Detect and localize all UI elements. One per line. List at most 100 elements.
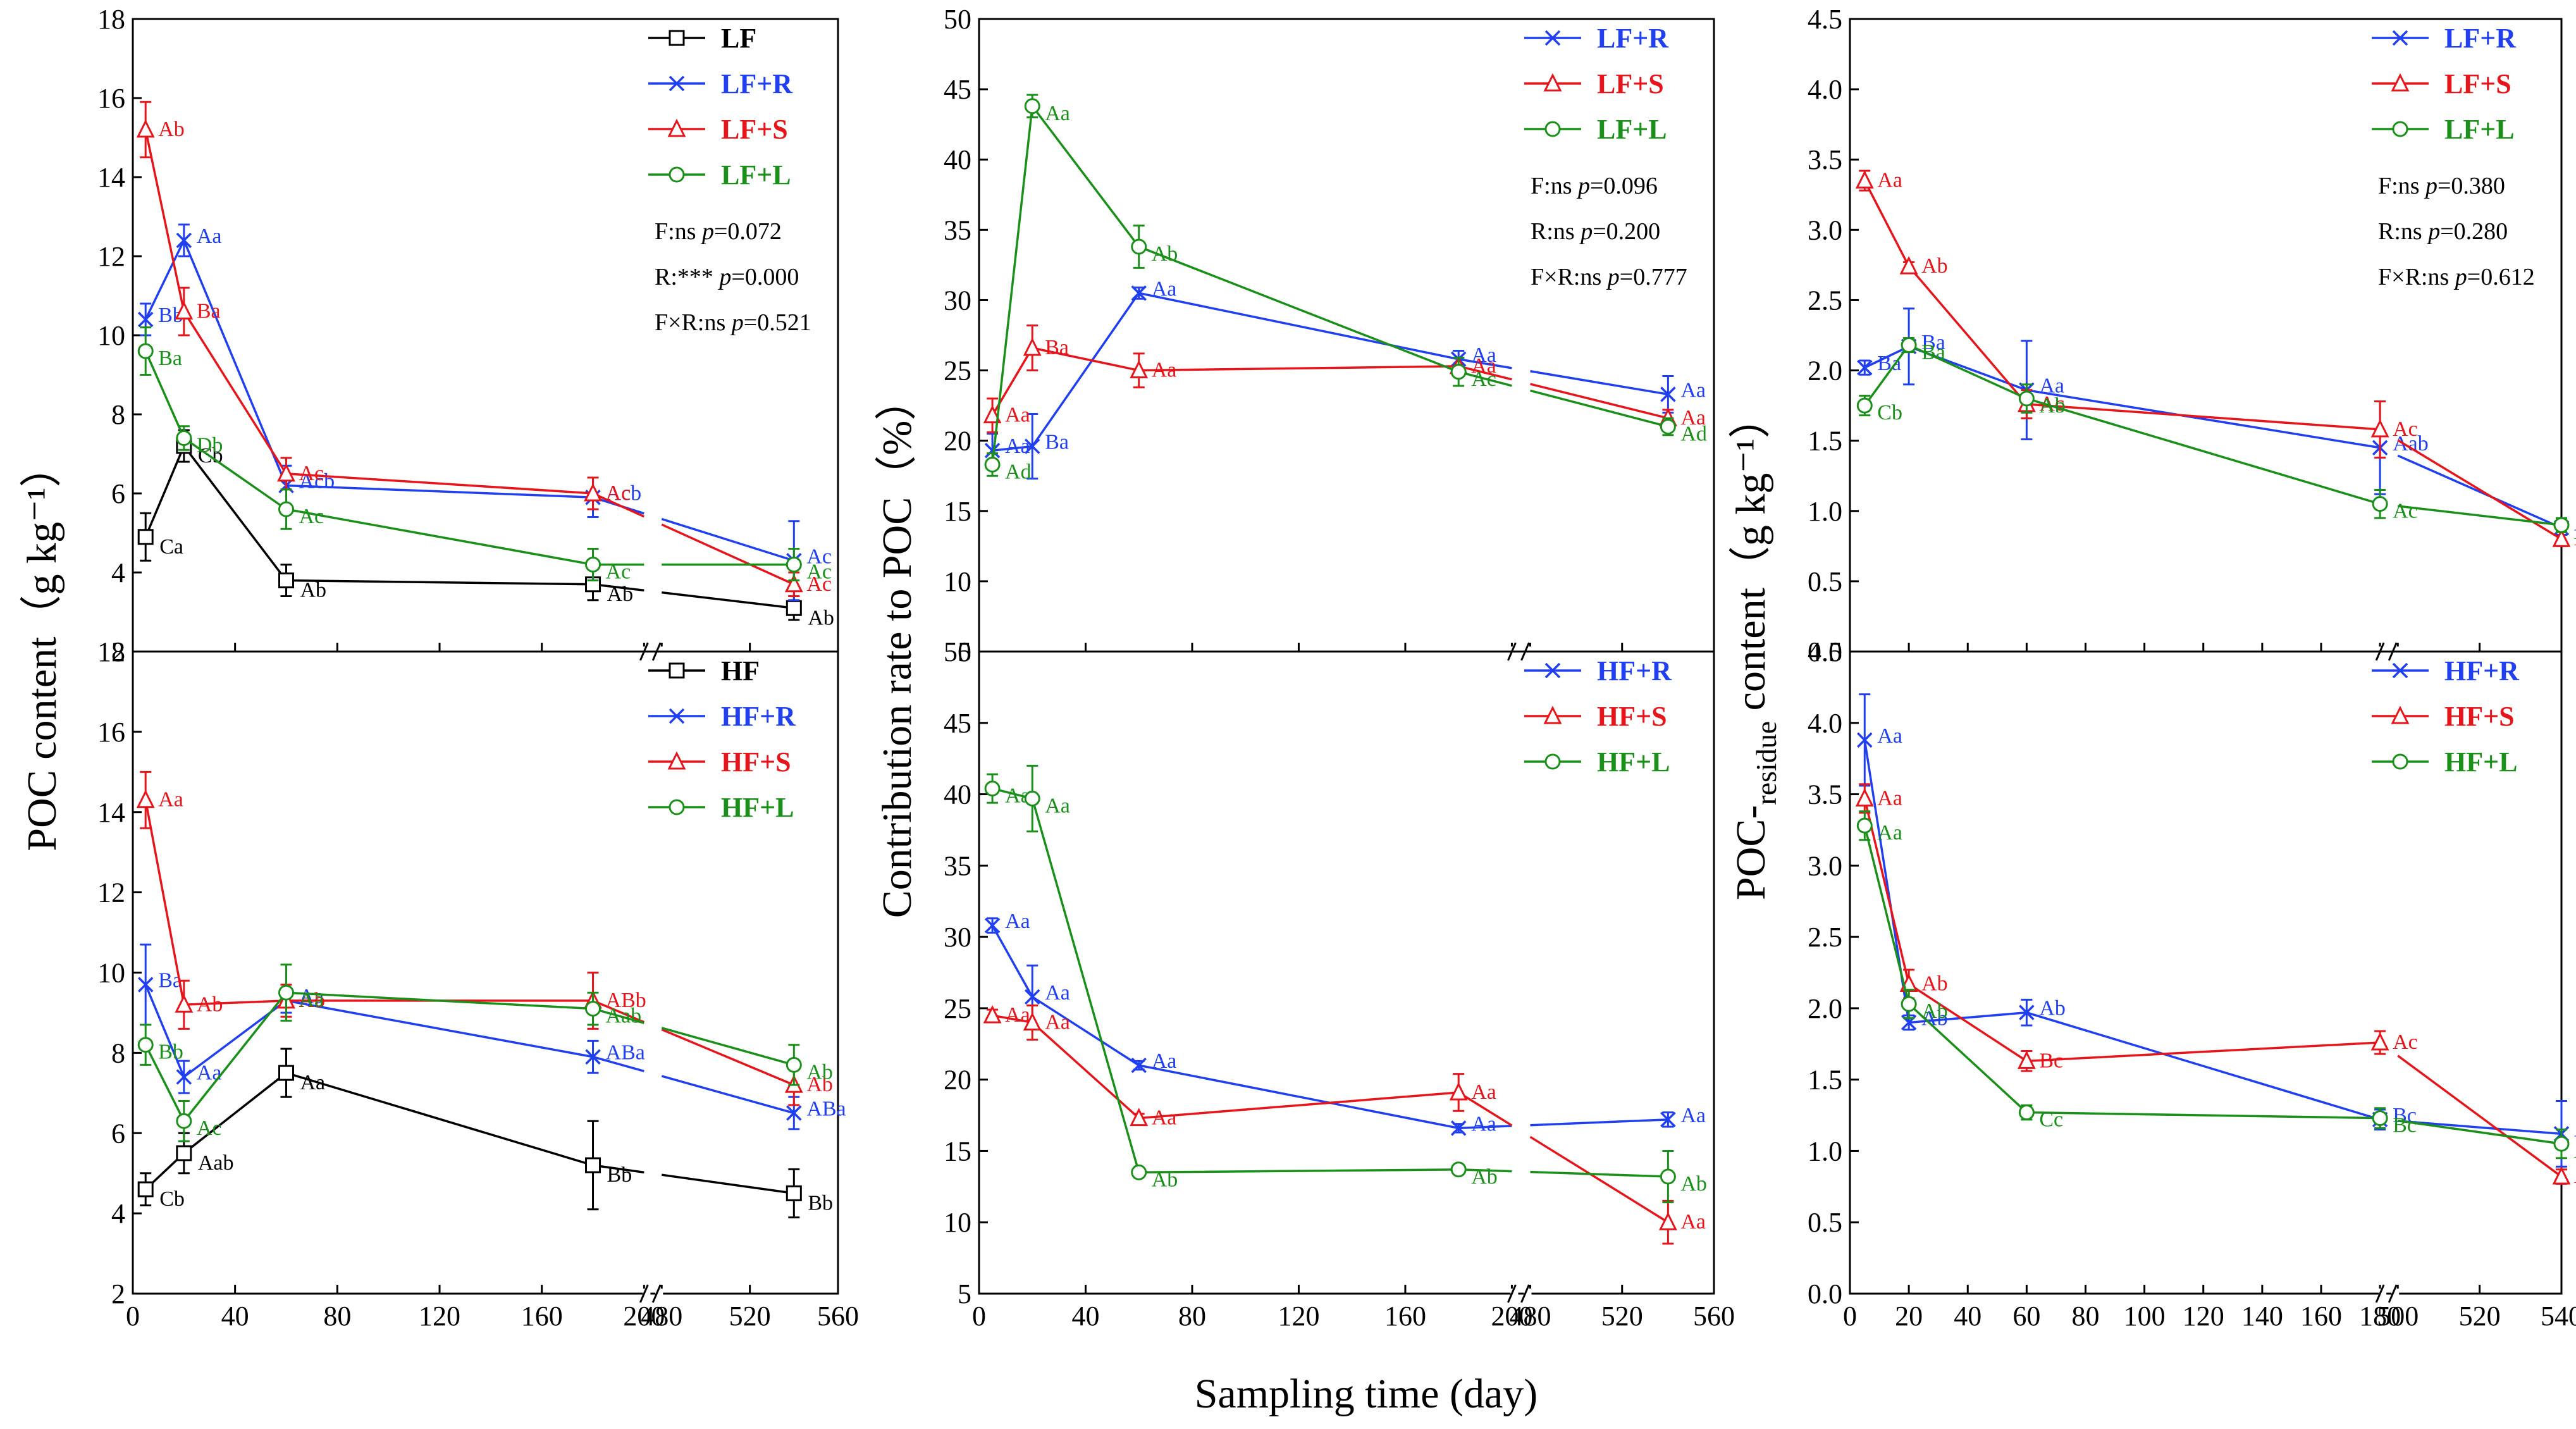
x-tick-label: 160	[521, 1301, 563, 1332]
data-point-LF+L	[2018, 390, 2035, 407]
legend-marker	[669, 75, 685, 92]
panel-c2: 0.0 0.5 1.0 1.5 2.0 2.5 3.0 3.5 4.0 4.5 0 20 40 60 80 1…	[1808, 636, 2576, 1332]
data-point-LF+R	[1660, 387, 1676, 402]
legend-label: LF+L	[1597, 114, 1667, 145]
x-tick-label: 0	[1843, 1301, 1857, 1332]
legend-label: HF+R	[2444, 655, 2520, 686]
legend-marker	[1543, 73, 1562, 92]
x-tick-label: 200	[623, 1301, 665, 1332]
ylabel-col1: POC content（g kg⁻¹）	[19, 445, 65, 851]
x-tick-label: 520	[2459, 1301, 2501, 1332]
stat-prefix: R:ns	[2378, 218, 2428, 245]
data-label: Aa	[1045, 981, 1070, 1005]
data-point-LF+R	[1025, 438, 1040, 454]
data-label: Ac	[299, 462, 324, 485]
data-point-HF+S	[1449, 1082, 1468, 1101]
stat-value: =0.072	[714, 218, 782, 245]
ylabel-col3-text: POC-residue content（g kg⁻¹）	[1728, 397, 1782, 900]
data-point-LF+L	[176, 430, 192, 446]
stat-p: p	[1576, 173, 1590, 199]
data-point-LF+L	[1856, 397, 1873, 414]
legend-label: HF+L	[2444, 746, 2518, 777]
data-point-LF+S	[584, 483, 602, 502]
series-line-HF+S	[1863, 798, 2563, 1178]
stat-value: =0.521	[744, 309, 811, 336]
stat-line: R:*** p=0.000	[655, 264, 799, 290]
data-label: Aa	[300, 1071, 326, 1094]
data-point-HF+L	[1024, 790, 1040, 807]
y-tick-label: 50	[944, 4, 971, 35]
data-label: Ab	[1921, 254, 1948, 278]
x-tick-label: 500	[2377, 1301, 2419, 1332]
data-label: Aa	[299, 988, 324, 1011]
data-point-HF+R	[1660, 1111, 1676, 1128]
data-point-HF+L	[2553, 1135, 2570, 1152]
data-point-LF+L	[1450, 364, 1467, 380]
data-label: Ba	[1921, 331, 1945, 354]
legend-label: LF+L	[721, 159, 791, 190]
legend-label: HF+L	[1597, 746, 1670, 777]
y-tick-label: 8	[111, 399, 125, 430]
data-label: ABa	[606, 1041, 645, 1065]
data-point-HF+S	[2017, 1050, 2036, 1069]
data-point-HF+L	[1856, 817, 1873, 834]
x-tick-label: 160	[1384, 1301, 1426, 1332]
data-point-HF+L	[2018, 1104, 2035, 1121]
legend-marker	[669, 799, 685, 815]
y-tick-label: 2.0	[1808, 356, 1842, 387]
y-tick-label: 14	[97, 797, 125, 828]
data-label: Aab	[2393, 432, 2429, 455]
data-label: Ac	[806, 545, 832, 568]
data-point-LF+L	[1660, 418, 1676, 435]
x-tick-label: 40	[221, 1301, 249, 1332]
data-point-HF+S	[1855, 788, 1874, 807]
x-tick-label: 80	[1178, 1301, 1206, 1332]
data-label: Aa	[1877, 821, 1902, 844]
data-point-LF+S	[1899, 256, 1918, 275]
y-tick-label: 35	[944, 850, 971, 881]
stat-value: =0.000	[731, 264, 799, 290]
stat-p: p	[700, 218, 714, 245]
x-tick-label: 0	[972, 1301, 986, 1332]
ylabel-col2-text: Contribution rate to POC（%）	[874, 379, 920, 918]
y-tick-label: 35	[944, 214, 971, 245]
legend-marker	[669, 708, 685, 724]
data-label: Ad	[1680, 422, 1707, 445]
y-tick-label: 6	[111, 478, 125, 509]
y-tick-label: 0.5	[1808, 566, 1842, 597]
data-point-LF+R	[1857, 359, 1873, 376]
data-label: Aa	[2039, 374, 2064, 398]
stat-line: F×R:ns p=0.521	[655, 309, 811, 336]
legend-marker	[2392, 30, 2408, 46]
y-tick-label: 10	[97, 958, 125, 989]
stat-value: =0.280	[2440, 218, 2508, 245]
data-point-LF	[278, 572, 295, 588]
axis-break-mark	[2375, 1284, 2385, 1303]
axis-break-mark	[2388, 1284, 2398, 1303]
data-label: Bc	[2039, 1049, 2063, 1072]
data-label: Db	[197, 434, 223, 457]
y-tick-label: 4	[111, 1198, 125, 1229]
data-label: ABa	[806, 1098, 846, 1121]
y-tick-label: 2.5	[1808, 922, 1842, 953]
y-tick-label: 6	[111, 1118, 125, 1149]
y-tick-label: 4.5	[1808, 636, 1842, 667]
stat-line: R:ns p=0.200	[1531, 218, 1660, 245]
data-label: Ac	[606, 481, 631, 505]
data-point-HF+S	[175, 994, 194, 1013]
legend-label: LF+S	[721, 114, 788, 145]
data-point-LF+L	[786, 557, 802, 572]
legend-label: LF+R	[721, 68, 793, 99]
data-point-LF+R	[137, 311, 154, 328]
data-label: Ba	[1045, 431, 1069, 454]
data-label: Ab	[808, 606, 834, 629]
data-point-LF+L	[1901, 337, 1917, 354]
ylabel-col2: Contribution rate to POC（%）	[874, 379, 920, 918]
data-point-LF+S	[175, 301, 194, 319]
legend-label: HF+S	[2444, 701, 2515, 732]
data-label: Ac	[2393, 1030, 2418, 1054]
data-label: Aa	[197, 1061, 222, 1084]
data-label: Aa	[1005, 435, 1030, 458]
